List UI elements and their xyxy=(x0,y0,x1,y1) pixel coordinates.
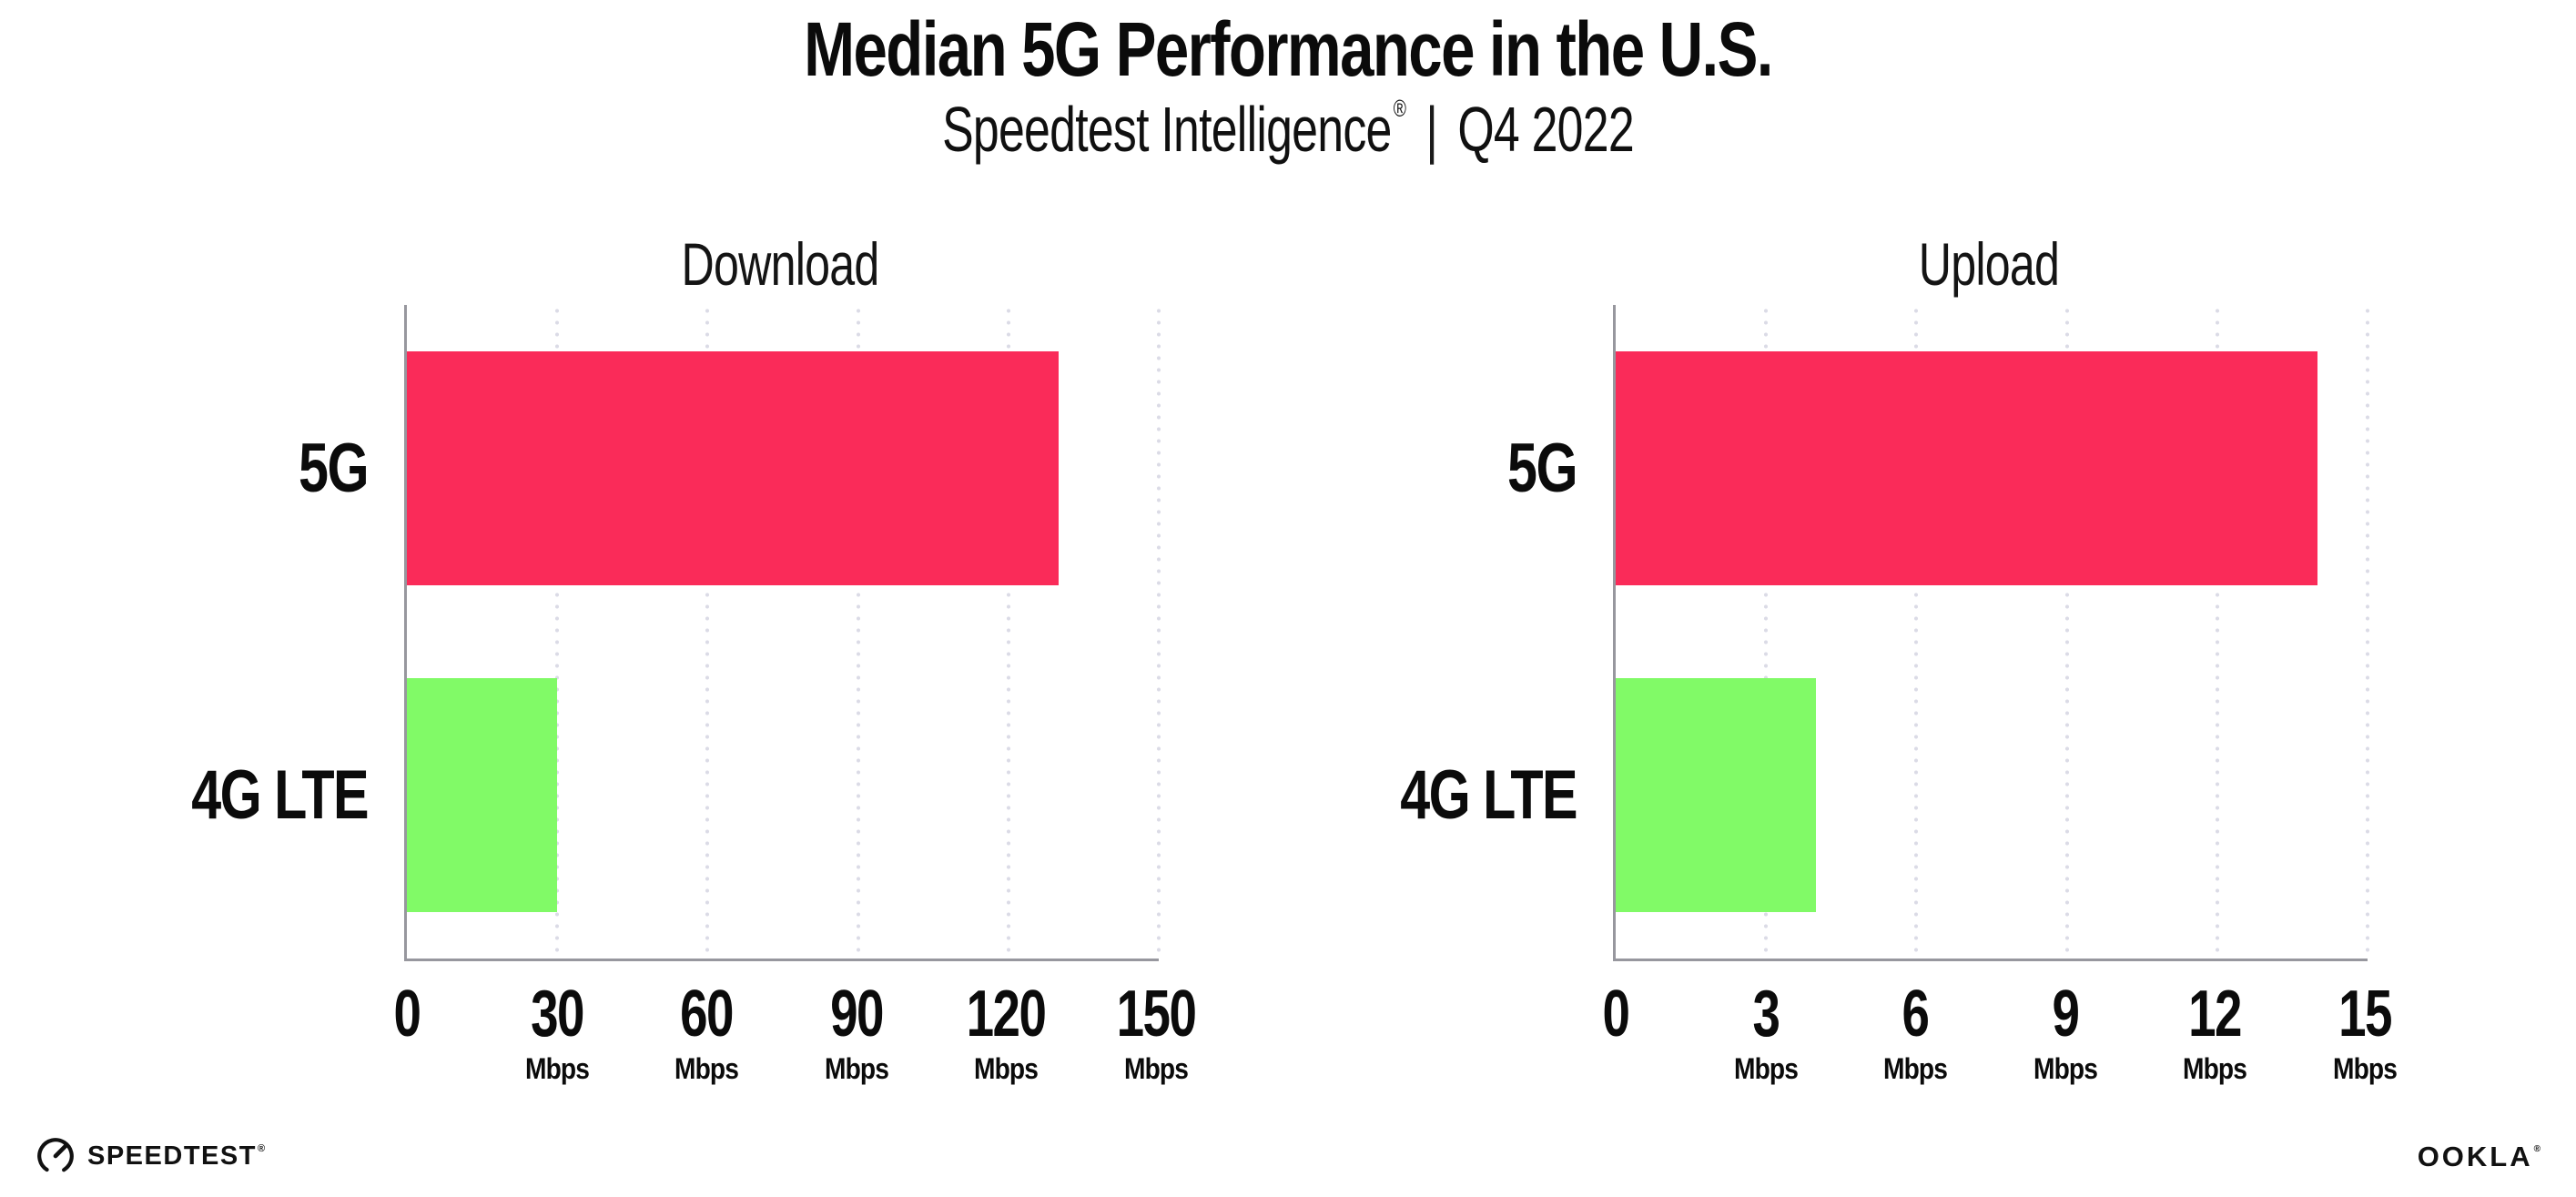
ookla-wordmark: OOKLA® xyxy=(2417,1141,2543,1172)
x-tick-value: 0 xyxy=(393,978,421,1050)
x-tick-value: 0 xyxy=(1602,978,1630,1050)
x-tick-label: 0 xyxy=(1598,981,1633,1047)
x-tick-label: 3 Mbps xyxy=(1729,981,1802,1086)
gridline xyxy=(1914,305,1919,959)
x-tick-label: 60 Mbps xyxy=(670,981,743,1086)
x-tick-label: 0 xyxy=(390,981,424,1047)
x-tick-unit: Mbps xyxy=(1883,1052,1948,1085)
ookla-logo: OOKLA® xyxy=(2418,1141,2543,1173)
bar-4g-lte xyxy=(1616,678,1817,912)
y-label-4g-lte: 4G LTE xyxy=(1400,756,1577,834)
x-tick-unit: Mbps xyxy=(2332,1052,2398,1085)
x-tick-label: 12 Mbps xyxy=(2179,981,2252,1086)
x-tick-unit: Mbps xyxy=(1733,1052,1799,1085)
y-label-5g: 5G xyxy=(1507,430,1578,507)
gridline xyxy=(1764,305,1769,959)
gridline xyxy=(2215,305,2219,959)
gridline xyxy=(856,305,860,959)
page-subtitle: Speedtest Intelligence® | Q4 2022 xyxy=(335,93,2241,166)
y-label-5g: 5G xyxy=(299,430,370,507)
x-tick-unit: Mbps xyxy=(674,1052,739,1085)
x-tick-label: 9 Mbps xyxy=(2029,981,2102,1086)
download-y-axis-labels: 5G 4G LTE xyxy=(55,305,370,959)
x-tick-value: 6 xyxy=(1902,978,1930,1050)
x-tick-unit: Mbps xyxy=(2183,1052,2247,1085)
x-tick-value: 30 xyxy=(530,978,584,1050)
x-tick-label: 150 Mbps xyxy=(1104,981,1208,1086)
bar-4g-lte xyxy=(407,678,558,912)
upload-plot-area xyxy=(1613,305,2369,961)
upload-y-axis-labels: 5G 4G LTE xyxy=(1263,305,1577,959)
subtitle-brand: Speedtest Intelligence xyxy=(942,94,1392,165)
gridline xyxy=(1006,305,1010,959)
gridline xyxy=(555,305,560,959)
upload-chart: Upload 5G 4G LTE 0 3 Mbps 6 Mbps 9 Mbps 12 Mbps 1… xyxy=(1263,228,2398,1092)
gridline xyxy=(2366,305,2369,959)
x-tick-label: 120 Mbps xyxy=(954,981,1058,1086)
x-tick-unit: Mbps xyxy=(524,1052,590,1085)
gridline xyxy=(705,305,710,959)
x-tick-unit: Mbps xyxy=(974,1052,1039,1085)
gridline xyxy=(2064,305,2069,959)
x-tick-unit: Mbps xyxy=(824,1052,889,1085)
subtitle-separator: | xyxy=(1425,94,1438,165)
speedtest-gauge-icon xyxy=(37,1138,74,1174)
download-chart-title: Download xyxy=(681,230,879,298)
x-tick-value: 3 xyxy=(1752,978,1780,1050)
bar-5g xyxy=(407,351,1059,585)
x-tick-value: 120 xyxy=(967,978,1047,1050)
x-tick-unit: Mbps xyxy=(2033,1052,2098,1085)
x-tick-value: 12 xyxy=(2188,978,2242,1050)
y-label-4g-lte: 4G LTE xyxy=(191,756,369,834)
subtitle-period: Q4 2022 xyxy=(1457,94,1634,165)
x-tick-value: 60 xyxy=(680,978,734,1050)
x-tick-label: 15 Mbps xyxy=(2328,981,2401,1086)
registered-trademark-icon: ® xyxy=(257,1142,267,1154)
upload-chart-title: Upload xyxy=(1918,230,2060,298)
speedtest-wordmark: SPEEDTEST® xyxy=(87,1141,267,1171)
upload-x-axis-ticks: 0 3 Mbps 6 Mbps 9 Mbps 12 Mbps 15 Mbps xyxy=(1603,981,2398,1090)
download-x-axis-ticks: 0 30 Mbps 60 Mbps 90 Mbps 120 Mbps 150 Mbps xyxy=(394,981,1197,1090)
registered-trademark-icon: ® xyxy=(2533,1144,2543,1154)
speedtest-logo: SPEEDTEST® xyxy=(35,1135,267,1177)
registered-trademark-icon: ® xyxy=(1393,95,1406,122)
gridline xyxy=(1157,305,1161,959)
page-title: Median 5G Performance in the U.S. xyxy=(804,6,1773,92)
x-tick-value: 15 xyxy=(2338,978,2392,1050)
x-tick-unit: Mbps xyxy=(1123,1052,1189,1085)
download-plot-area xyxy=(404,305,1161,961)
x-tick-value: 150 xyxy=(1116,978,1197,1050)
download-chart: Download 5G 4G LTE 0 30 Mbps 60 Mbps 90 Mbps 12… xyxy=(55,228,1197,1092)
x-tick-label: 6 Mbps xyxy=(1879,981,1952,1086)
x-tick-value: 90 xyxy=(829,978,884,1050)
bar-5g xyxy=(1616,351,2317,585)
x-tick-label: 90 Mbps xyxy=(820,981,893,1086)
x-tick-value: 9 xyxy=(2052,978,2079,1050)
x-tick-label: 30 Mbps xyxy=(521,981,593,1086)
